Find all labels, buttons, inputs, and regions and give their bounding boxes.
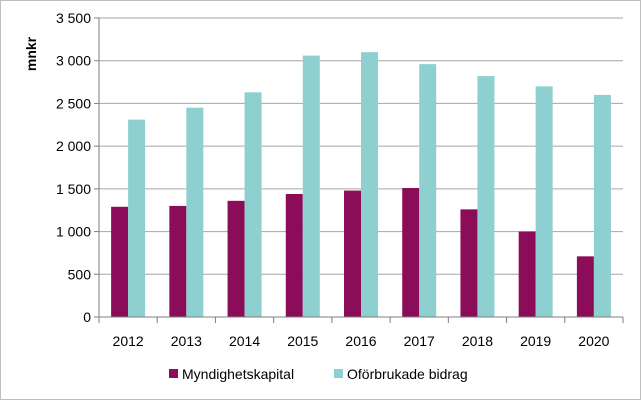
y-tick-label: 3 500 <box>56 10 91 26</box>
y-tick-label: 500 <box>68 266 92 282</box>
y-tick-label: 2 500 <box>56 95 91 111</box>
x-tick-label: 2020 <box>578 333 609 349</box>
bar-oforbrukade-bidrag-2012 <box>128 119 146 317</box>
x-tick-label: 2012 <box>113 333 144 349</box>
x-tick-labels: 2012 2013 2014 2015 2016 2017 2018 2019 2020 <box>113 333 610 349</box>
bar-myndighetskapital-2012 <box>111 206 129 317</box>
y-tick-label: 0 <box>83 309 91 325</box>
x-tick-label: 2017 <box>404 333 435 349</box>
bar-oforbrukade-bidrag-2015 <box>302 55 320 318</box>
bar-oforbrukade-bidrag-2017 <box>419 64 437 317</box>
legend-swatch <box>169 369 178 378</box>
bar-oforbrukade-bidrag-2020 <box>593 94 611 317</box>
bar-myndighetskapital-2015 <box>285 193 303 317</box>
bar-myndighetskapital-2019 <box>518 231 536 317</box>
bar-oforbrukade-bidrag-2018 <box>477 76 495 317</box>
bar-oforbrukade-bidrag-2016 <box>361 52 378 318</box>
x-tick-label: 2018 <box>462 333 493 349</box>
y-tick-label: 3 000 <box>56 53 91 69</box>
y-tick-label: 1 000 <box>56 224 91 240</box>
x-tick-label: 2016 <box>345 333 376 349</box>
bar-myndighetskapital-2016 <box>344 190 361 317</box>
y-tick-label: 2 000 <box>56 138 91 154</box>
bar-myndighetskapital-2013 <box>169 205 187 317</box>
y-tick-labels: 0 500 1 000 1 500 2 000 2 500 3 000 3 500 <box>56 10 91 325</box>
bar-oforbrukade-bidrag-2019 <box>535 86 553 317</box>
axes <box>98 18 624 323</box>
bar-myndighetskapital-2014 <box>227 200 245 317</box>
legend-label: Myndighetskapital <box>182 366 294 382</box>
legend: Myndighetskapital Oförbrukade bidrag <box>169 366 468 382</box>
bar-myndighetskapital-2018 <box>460 209 478 317</box>
x-tick-label: 2013 <box>171 333 202 349</box>
x-tick-label: 2019 <box>520 333 551 349</box>
x-tick-label: 2015 <box>287 333 318 349</box>
bar-oforbrukade-bidrag-2013 <box>186 107 204 317</box>
y-axis-label: mnkr <box>23 36 39 71</box>
bar-myndighetskapital-2017 <box>402 188 420 317</box>
bar-oforbrukade-bidrag-2014 <box>244 92 262 317</box>
x-tick-label: 2014 <box>229 333 260 349</box>
legend-swatch <box>334 369 343 378</box>
bars <box>111 52 611 318</box>
y-tick-label: 1 500 <box>56 181 91 197</box>
bar-myndighetskapital-2020 <box>576 256 594 317</box>
legend-label: Oförbrukade bidrag <box>347 366 468 382</box>
